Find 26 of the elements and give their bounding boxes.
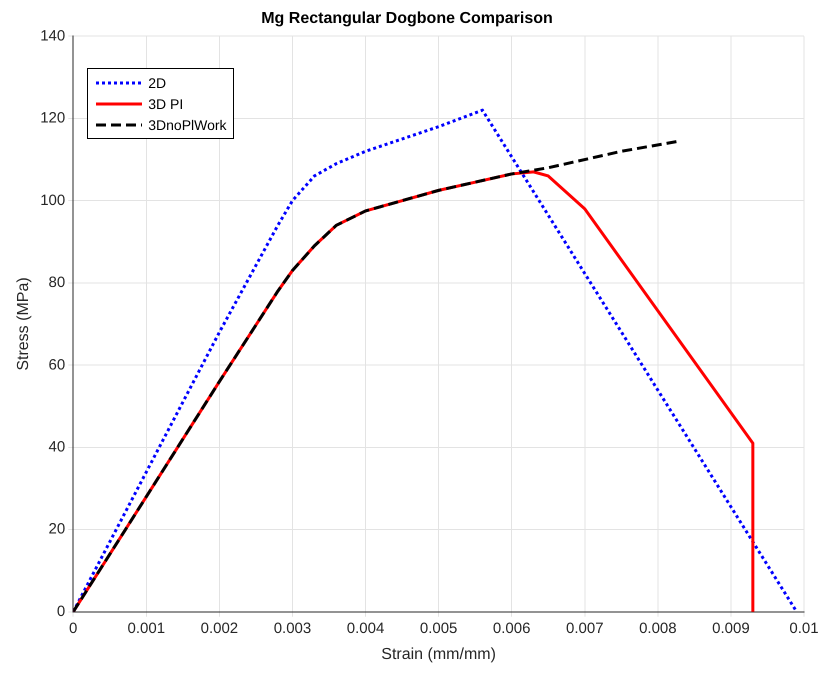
y-tick-label: 60 (48, 356, 66, 374)
x-tick-label: 0 (69, 620, 78, 637)
x-tick-label: 0.002 (200, 620, 238, 637)
legend-label: 3D PI (148, 96, 184, 112)
x-tick-label: 0.006 (492, 620, 530, 637)
x-tick-label: 0.003 (274, 620, 312, 637)
x-tick-label: 0.005 (420, 620, 458, 637)
chart-title: Mg Rectangular Dogbone Comparison (261, 10, 553, 28)
legend-label: 2D (148, 74, 166, 91)
x-tick-label: 0.008 (639, 620, 677, 637)
x-tick-label: 0.001 (128, 620, 166, 637)
y-tick-label: 40 (48, 438, 66, 456)
y-axis-title: Stress (MPa) (15, 277, 32, 371)
y-tick-label: 0 (56, 602, 66, 620)
y-tick-label: 80 (48, 274, 66, 292)
line-series (73, 108, 798, 612)
x-axis-title: Strain (mm/mm) (381, 646, 496, 663)
legend-label: 3DnoPlWork (148, 116, 227, 133)
x-tick-label: 0.01 (789, 620, 819, 637)
x-tick-label: 0.004 (346, 620, 384, 637)
x-tick-label: 0.009 (712, 620, 750, 637)
y-tick-label: 140 (40, 27, 66, 44)
y-tick-label: 120 (40, 110, 66, 127)
x-tick-label: 0.007 (566, 620, 604, 637)
y-tick-label: 20 (48, 520, 66, 538)
y-tick-label: 100 (40, 192, 66, 209)
